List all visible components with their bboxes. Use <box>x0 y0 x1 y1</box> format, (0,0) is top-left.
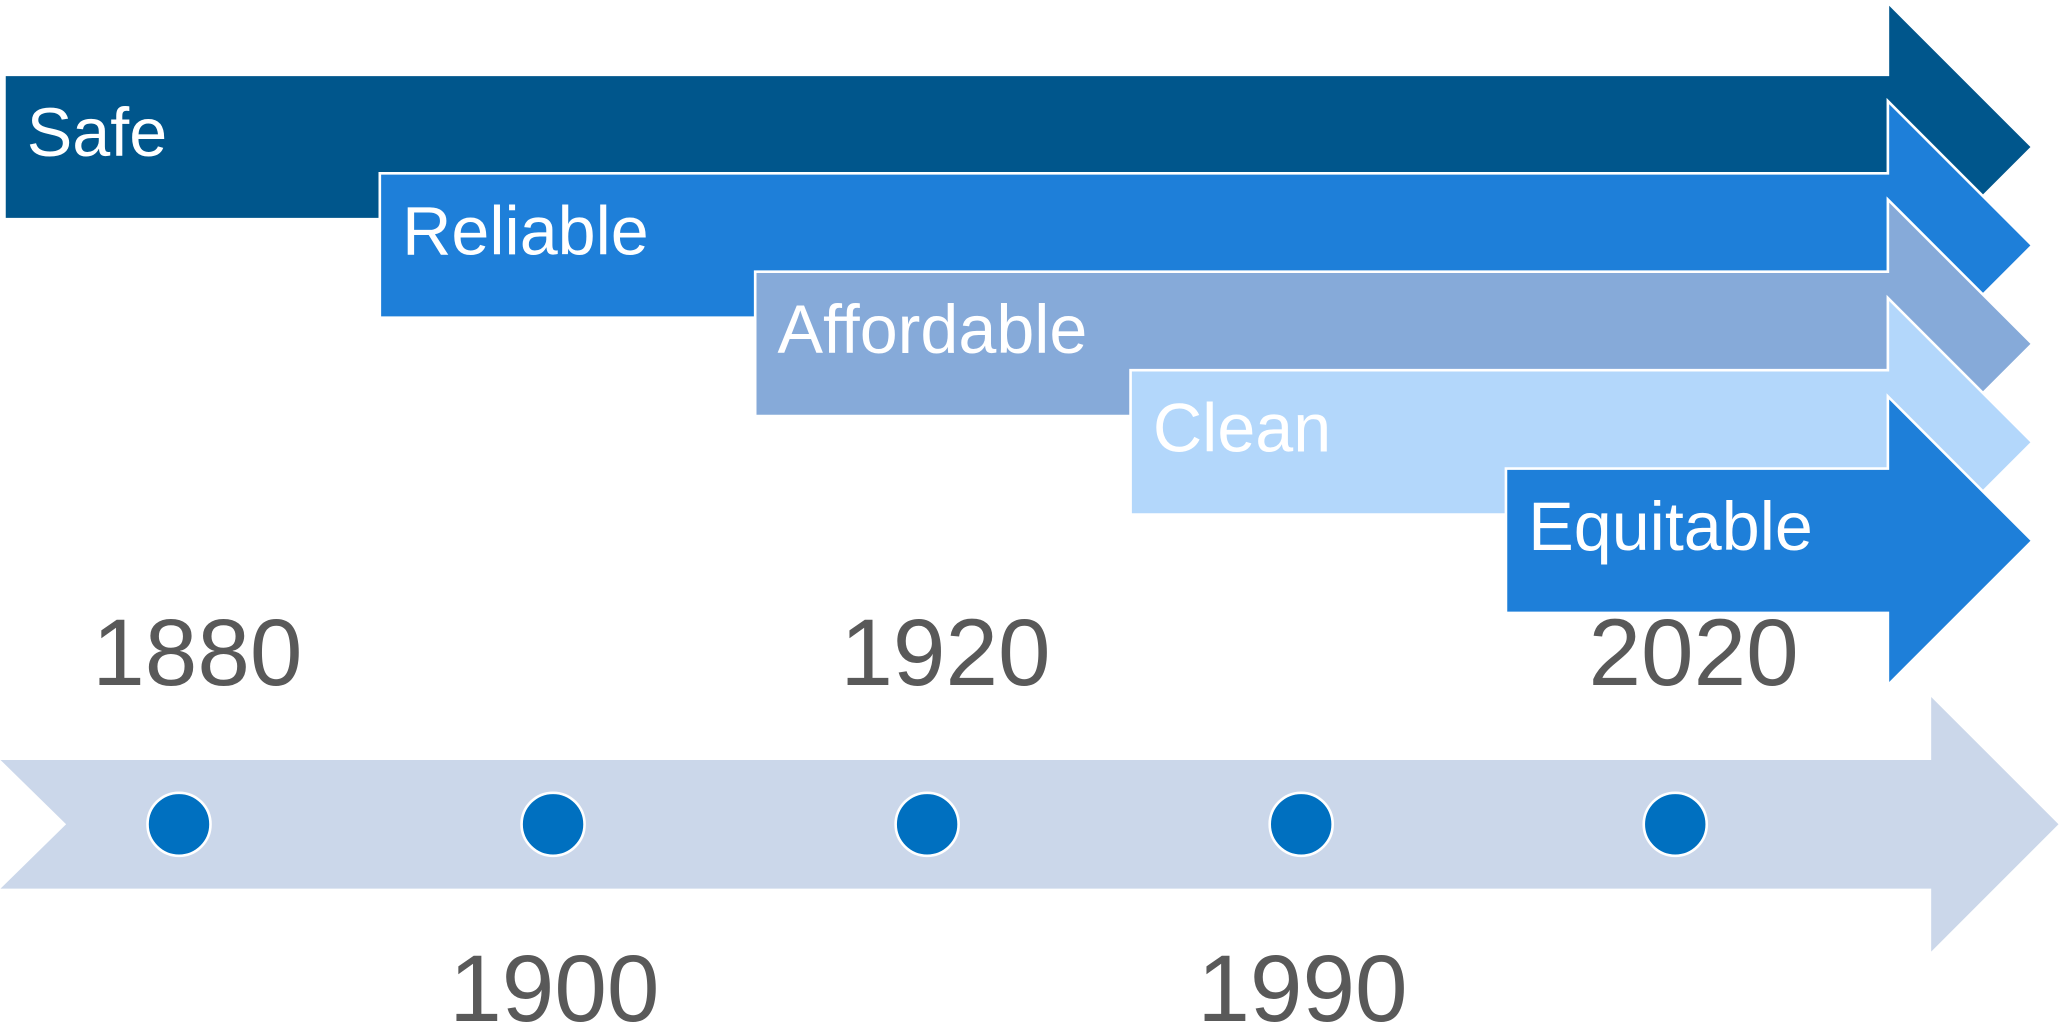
stage-arrows: Safe Reliable Affordable Clean Equitable <box>3 0 2035 689</box>
stage-label: Equitable <box>1528 489 1813 565</box>
stage-label: Clean <box>1153 391 1331 467</box>
timeline-dot <box>146 791 212 858</box>
stage-arrow <box>1504 393 2035 689</box>
stage-label: Safe <box>27 95 167 171</box>
year-label: 2020 <box>1589 600 1799 706</box>
year-label: 1900 <box>449 936 659 1029</box>
timeline-dot <box>1268 791 1334 858</box>
stage-label: Reliable <box>402 194 649 270</box>
timeline-dot <box>520 791 586 858</box>
timeline-dot <box>894 791 960 858</box>
timeline: 1880 1900 1920 1990 2020 <box>0 600 2059 1029</box>
year-label: 1990 <box>1197 936 1407 1029</box>
year-label: 1880 <box>92 600 302 706</box>
timeline-arrow <box>0 696 2059 952</box>
year-label: 1920 <box>840 600 1050 706</box>
timeline-dot <box>1642 791 1709 858</box>
stage-label: Affordable <box>778 292 1088 368</box>
